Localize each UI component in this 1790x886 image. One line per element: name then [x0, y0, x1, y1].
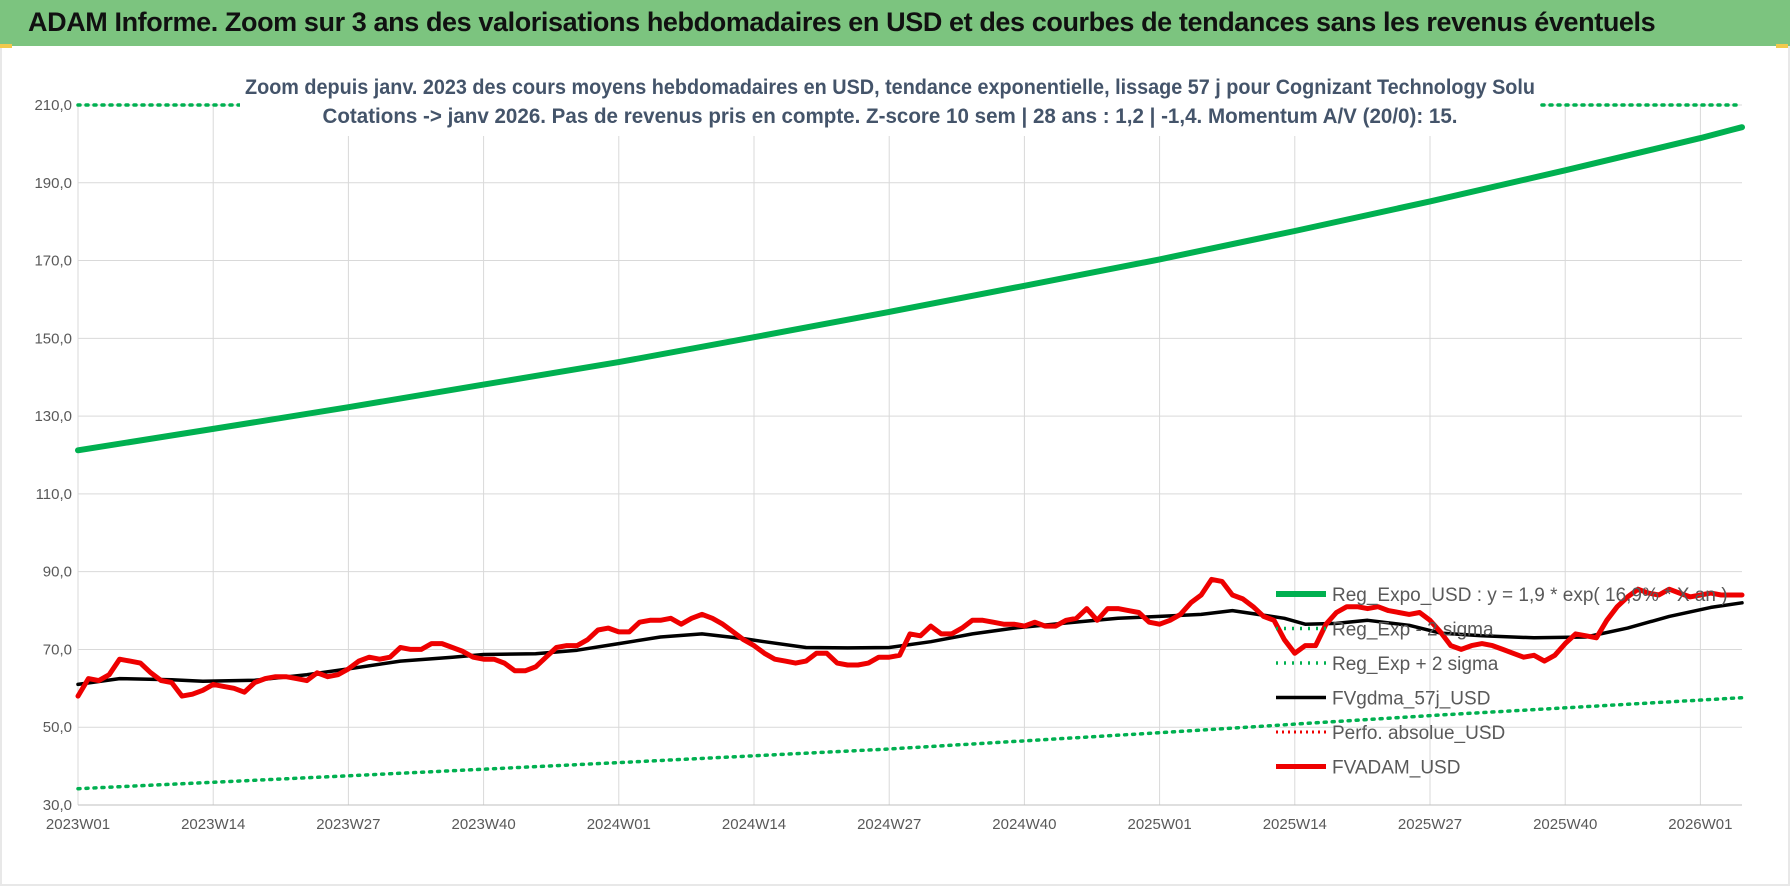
title-banner: ADAM Informe. Zoom sur 3 ans des valoris… [0, 0, 1790, 46]
y-tick-label: 50,0 [43, 719, 72, 736]
y-tick-label: 70,0 [43, 641, 72, 658]
y-tick-label: 30,0 [43, 797, 72, 814]
x-tick-label: 2024W27 [857, 816, 921, 833]
series-fvadam-line [75, 576, 1745, 699]
x-tick-label: 2023W01 [46, 816, 110, 833]
y-tick-label: 150,0 [34, 330, 72, 347]
legend-label: Perfo. absolue_USD [1332, 723, 1505, 744]
x-tick-label: 2024W01 [587, 816, 651, 833]
subtitle-line-2: Cotations -> janv 2026. Pas de revenus p… [323, 105, 1458, 128]
x-tick-label: 2025W27 [1398, 816, 1462, 833]
x-tick-label: 2023W14 [181, 816, 245, 833]
series-reg-exp-minus-2sigma-line [76, 695, 1744, 791]
x-tick-label: 2026W01 [1668, 816, 1732, 833]
y-tick-label: 190,0 [34, 175, 72, 192]
chart-area: 30,0 50,0 70,0 90,0 110,0 130,0 150,0 170,0 190,… [34, 70, 1745, 833]
legend-label: FVADAM_USD [1332, 758, 1460, 779]
x-tick-label: 2025W40 [1533, 816, 1597, 833]
banner-corner-marker-right [1776, 44, 1788, 48]
chart-subtitle: Zoom depuis janv. 2023 des cours moyens … [240, 70, 1540, 136]
y-tick-label: 170,0 [34, 253, 72, 270]
subtitle-line-1: Zoom depuis janv. 2023 des cours moyens … [245, 76, 1535, 99]
x-tick-label: 2023W27 [316, 816, 380, 833]
series-reg-expo-line [75, 124, 1745, 454]
series-fvgdma-line [76, 601, 1744, 687]
x-tick-label: 2024W14 [722, 816, 786, 833]
chart-legend: Reg_Expo_USD : y = 1,9 * exp( 16,9% * X … [1276, 585, 1728, 779]
y-tick-label: 110,0 [36, 486, 72, 503]
x-tick-label: 2024W40 [992, 816, 1056, 833]
banner-corner-marker-left [0, 44, 12, 48]
grid-layer [77, 104, 1742, 806]
page-title: ADAM Informe. Zoom sur 3 ans des valoris… [28, 7, 1656, 37]
legend-label: Reg_Exp - 2 sigma [1332, 620, 1494, 641]
y-tick-label: 210,0 [34, 97, 72, 114]
x-tick-label: 2025W14 [1263, 816, 1327, 833]
legend-label: Reg_Exp + 2 sigma [1332, 654, 1499, 675]
y-tick-label: 130,0 [34, 408, 72, 425]
legend-label: FVgdma_57j_USD [1332, 689, 1490, 710]
y-axis: 30,0 50,0 70,0 90,0 110,0 130,0 150,0 170,0 190,… [34, 97, 72, 814]
subtitle-background [240, 70, 1540, 136]
x-tick-label: 2023W40 [451, 816, 515, 833]
x-axis: 2023W01 2023W14 2023W27 2023W40 2024W01 2024W… [46, 816, 1733, 833]
series-layer [75, 103, 1745, 791]
x-tick-label: 2025W01 [1127, 816, 1191, 833]
y-tick-label: 90,0 [43, 564, 72, 581]
legend-label: Reg_Expo_USD : y = 1,9 * exp( 16,9% * X … [1332, 585, 1728, 606]
